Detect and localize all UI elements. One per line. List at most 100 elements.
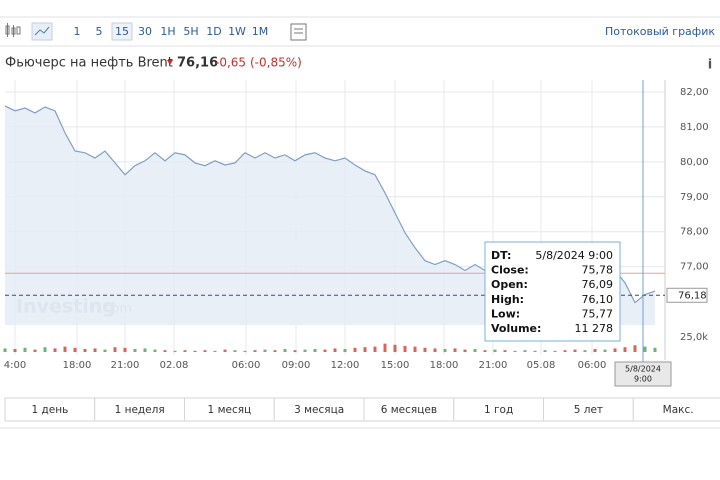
x-tick-label: 15:00 — [381, 360, 410, 371]
x-tick-label: 4:00 — [4, 360, 26, 371]
period-label: 1 неделя — [115, 404, 165, 416]
period-label: 5 лет — [574, 404, 603, 416]
down-arrow — [167, 60, 173, 65]
period-button[interactable] — [632, 397, 720, 422]
volume-bar — [273, 350, 277, 352]
x-tick-label: 18:00 — [63, 360, 92, 371]
volume-bar — [523, 350, 527, 352]
volume-bar — [553, 350, 557, 352]
volume-bar — [63, 346, 67, 352]
tooltip-label: Volume: — [491, 322, 541, 335]
volume-bar — [503, 350, 507, 352]
streaming-link[interactable]: Потоковый график — [605, 25, 715, 38]
volume-bar — [453, 348, 457, 352]
volume-bar — [533, 350, 537, 352]
volume-bar — [303, 349, 307, 352]
interval-button[interactable]: 5H — [183, 25, 198, 38]
tooltip-value: 75,77 — [582, 307, 614, 320]
volume-bar — [603, 349, 607, 352]
candle-icon[interactable] — [5, 23, 21, 37]
volume-bar — [153, 349, 157, 352]
volume-bar — [433, 348, 437, 352]
last-price-box — [666, 287, 708, 303]
x-tick-label: 18:00 — [430, 360, 459, 371]
volume-bar — [13, 349, 17, 352]
volume-bar — [573, 349, 577, 352]
volume-bar — [343, 349, 347, 352]
x-tick-label: 06:00 — [578, 360, 607, 371]
volume-bar — [473, 349, 477, 352]
volume-bar — [593, 349, 597, 352]
volume-bar — [233, 350, 237, 352]
tooltip-value: 75,78 — [582, 264, 614, 277]
volume-bar — [353, 347, 357, 352]
volume-bar — [383, 343, 387, 352]
interval-button[interactable]: 1 — [74, 25, 81, 38]
x-tick-label: 21:00 — [111, 360, 140, 371]
x-tick-label: 05.08 — [527, 360, 556, 371]
change: -0,65 — [215, 56, 246, 70]
x-tick-label: 12:00 — [331, 360, 360, 371]
volume-bar — [623, 347, 627, 352]
volume-bar — [243, 350, 247, 352]
cursor-label-box — [614, 361, 672, 387]
tooltip-value: 11 278 — [575, 322, 614, 335]
volume-bar — [113, 347, 117, 352]
y-tick-label: 80,00 — [680, 157, 709, 168]
period-label: 1 месяц — [208, 404, 252, 416]
volume-bar — [543, 350, 547, 352]
volume-bar — [123, 347, 127, 352]
tooltip-value: 5/8/2024 9:00 — [535, 249, 613, 262]
info-icon[interactable]: i — [708, 58, 712, 73]
interval-button[interactable]: 1H — [160, 25, 175, 38]
area-icon-line — [34, 26, 50, 36]
volume-bar — [443, 349, 447, 352]
volume-bar — [423, 347, 427, 352]
volume-bar — [513, 350, 517, 352]
tooltip-value: 76,10 — [582, 293, 614, 306]
volume-bar — [23, 347, 27, 352]
volume-bar — [373, 346, 377, 352]
volume-tick-label: 25,0k — [680, 332, 708, 343]
tooltip — [484, 241, 621, 342]
cursor-label: 5/8/2024 — [625, 365, 661, 374]
volume-bar — [283, 349, 287, 352]
volume-bar — [43, 347, 47, 352]
settings-icon[interactable] — [290, 23, 307, 41]
x-tick-label: 09:00 — [282, 360, 311, 371]
volume-bar — [193, 350, 197, 352]
tooltip-label: DT: — [491, 249, 511, 262]
volume-bar — [3, 348, 7, 352]
volume-bar — [643, 346, 647, 352]
period-label: 6 месяцев — [381, 404, 437, 416]
volume-bar — [583, 350, 587, 352]
volume-bar — [293, 350, 297, 352]
interval-button[interactable]: 1D — [206, 25, 221, 38]
volume-bar — [183, 350, 187, 352]
y-tick-label: 82,00 — [680, 87, 709, 98]
volume-bar — [463, 349, 467, 352]
period-label: Макс. — [663, 404, 694, 416]
volume-bar — [83, 349, 87, 352]
cursor-label: 9:00 — [634, 375, 652, 384]
interval-button[interactable]: 1W — [228, 25, 246, 38]
tooltip-label: High: — [491, 293, 524, 306]
interval-button[interactable]: 1M — [252, 25, 269, 38]
volume-bar — [483, 350, 487, 352]
interval-button[interactable]: 30 — [138, 25, 152, 38]
period-label: 1 год — [484, 404, 513, 416]
instrument-title: Фьючерс на нефть Brent — [5, 56, 173, 71]
interval-button[interactable]: 15 — [115, 25, 129, 38]
volume-bar — [73, 347, 77, 352]
change-pct: (-0,85%) — [250, 56, 302, 70]
volume-bar — [173, 350, 177, 352]
volume-bar — [563, 350, 567, 352]
interval-button[interactable]: 5 — [96, 25, 103, 38]
volume-bar — [163, 350, 167, 352]
tooltip-label: Close: — [491, 264, 529, 277]
volume-bar — [103, 349, 107, 352]
period-label: 1 день — [31, 404, 68, 416]
volume-bar — [143, 348, 147, 352]
tooltip-label: Open: — [491, 278, 528, 291]
